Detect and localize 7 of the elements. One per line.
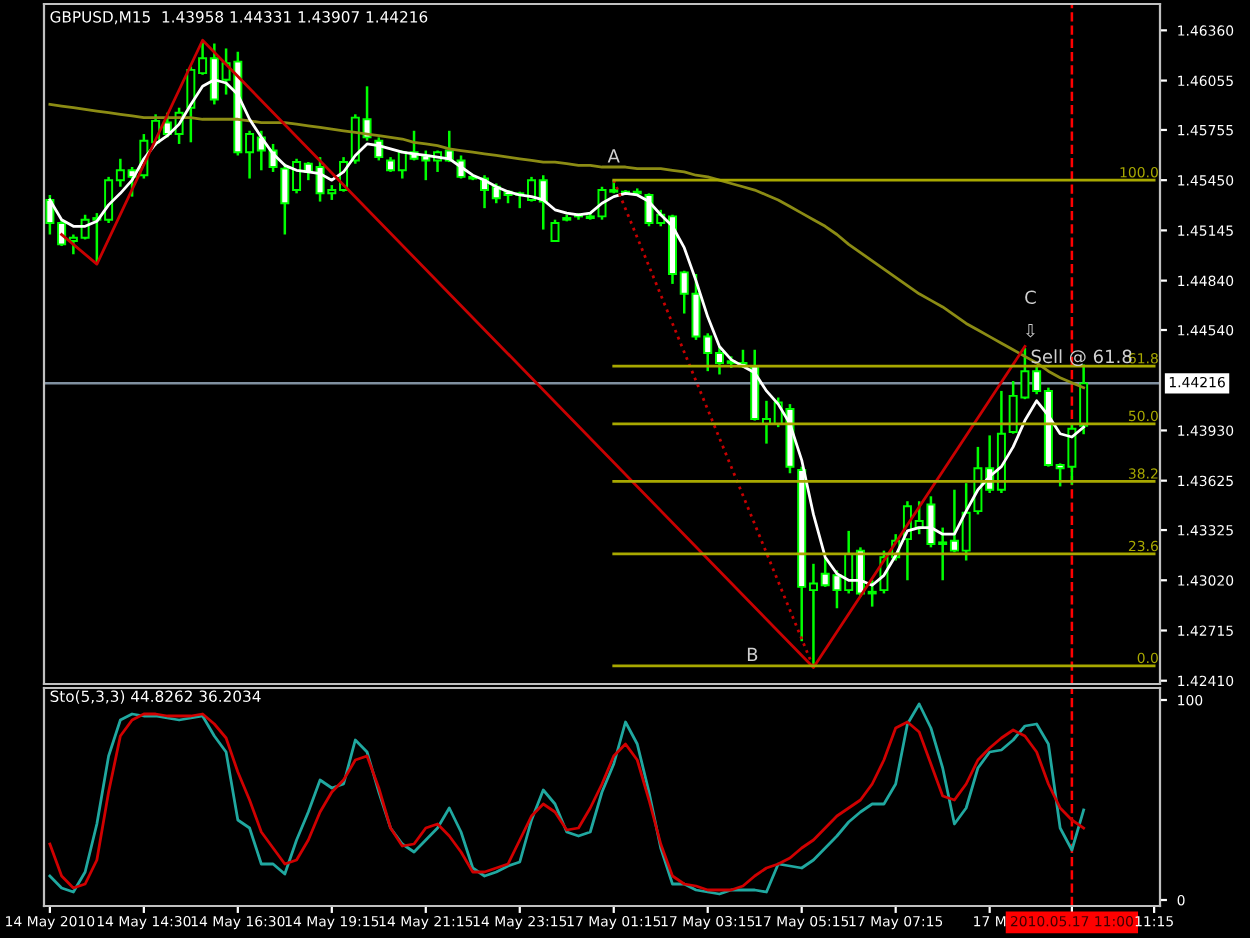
annotation: C [1025, 290, 1036, 305]
candlestick [550, 218, 560, 243]
annotation: B [747, 647, 758, 661]
candlestick [1079, 363, 1089, 436]
annotation: A [607, 149, 620, 163]
line-series [60, 38, 1027, 669]
annotation: ⇩ [1025, 324, 1035, 338]
